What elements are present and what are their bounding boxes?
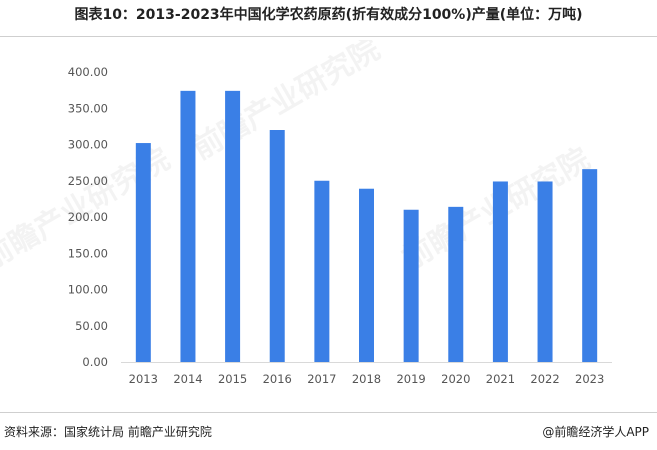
y-tick-label: 100.00 [68, 283, 108, 297]
x-tick-label: 2013 [129, 372, 158, 386]
brand-credit: @前瞻经济学人APP [542, 425, 649, 439]
chart-title: 图表10：2013-2023年中国化学农药原药(折有效成分100%)产量(单位：… [74, 7, 583, 23]
footer-divider [0, 412, 657, 413]
y-tick-label: 250.00 [68, 174, 108, 188]
y-tick-label: 150.00 [68, 246, 108, 260]
x-tick-label: 2023 [575, 372, 604, 386]
bar-2016 [269, 130, 285, 362]
x-tick-label: 2016 [263, 372, 292, 386]
watermark-text: 前瞻产业研究院 [187, 40, 386, 167]
y-tick-label: 350.00 [68, 101, 108, 115]
y-tick-label: 300.00 [68, 138, 108, 152]
x-tick-label: 2022 [530, 372, 559, 386]
y-tick-label: 50.00 [75, 319, 108, 333]
x-axis-ticks: 2013 2014 2015 2016 2017 2018 2019 2020 2021 2022… [129, 372, 605, 386]
bars [135, 90, 598, 362]
bar-2020 [448, 206, 464, 362]
bar-2015 [225, 90, 241, 362]
source-note: 资料来源：国家统计局 前瞻产业研究院 [4, 425, 212, 439]
x-tick-label: 2017 [307, 372, 336, 386]
y-tick-label: 200.00 [68, 210, 108, 224]
bar-2021 [492, 181, 508, 362]
x-tick-label: 2015 [218, 372, 247, 386]
x-tick-label: 2020 [441, 372, 470, 386]
bar-2017 [314, 180, 330, 362]
y-tick-label: 400.00 [68, 65, 108, 79]
bar-2023 [582, 169, 598, 362]
title-divider [0, 36, 657, 37]
x-tick-label: 2019 [396, 372, 425, 386]
bar-2022 [537, 181, 553, 362]
bar-2019 [403, 209, 419, 362]
bar-2013 [135, 143, 151, 362]
y-axis-ticks: 0.00 50.00 100.00 150.00 200.00 250.00 300.00 3… [68, 65, 108, 369]
x-tick-label: 2014 [173, 372, 202, 386]
bar-2014 [180, 90, 196, 362]
y-tick-label: 0.00 [82, 355, 108, 369]
x-tick-label: 2018 [352, 372, 381, 386]
bar-chart: 前瞻产业研究院 前瞻产业研究院 前瞻产业研究院 0.0050.00100.001… [0, 40, 612, 386]
x-tick-label: 2021 [486, 372, 515, 386]
bar-2018 [359, 188, 374, 362]
